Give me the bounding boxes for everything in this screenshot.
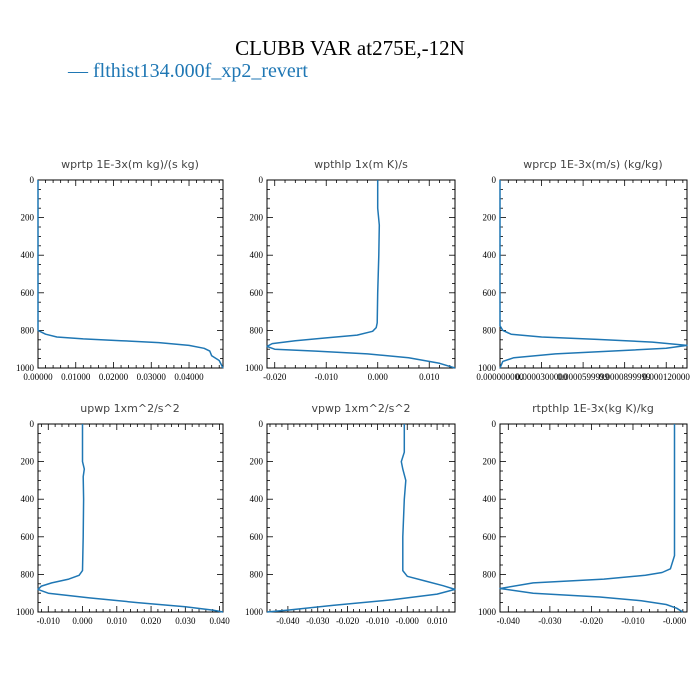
y-tick-label: 200: [250, 457, 264, 467]
panel-title: wprtp 1E-3x(m kg)/(s kg): [61, 158, 199, 171]
y-tick-label: 600: [250, 532, 264, 542]
series-line: [37, 180, 224, 369]
plot-frame: [37, 423, 224, 613]
y-tick-label: 400: [21, 494, 35, 504]
y-tick-label: 0: [259, 419, 264, 429]
x-tick-label: -0.040: [497, 616, 521, 626]
x-tick-label: -0.040: [276, 616, 300, 626]
x-tick-label: 0.000: [368, 372, 389, 382]
y-tick-label: 800: [21, 569, 35, 579]
x-tick-label: 0.00000: [23, 372, 53, 382]
y-tick-label: 1000: [245, 363, 264, 373]
plot-frame: [266, 423, 456, 613]
legend-entry: — flthist134.000f_xp2_revert: [68, 60, 308, 83]
x-tick-label: -0.010: [315, 372, 339, 382]
x-tick-label: -0.030: [538, 616, 562, 626]
series-line: [266, 424, 456, 613]
x-tick-label: 0.0000899999: [599, 372, 651, 382]
y-tick-label: 400: [483, 494, 497, 504]
x-tick-label: -0.020: [263, 372, 287, 382]
y-tick-label: 200: [21, 457, 35, 467]
y-tick-label: 800: [483, 569, 497, 579]
x-tick-label: -0.000: [663, 616, 687, 626]
x-tick-label: 0.020: [141, 616, 162, 626]
y-tick-label: 600: [250, 288, 264, 298]
x-tick-label: 0.0000300000: [516, 372, 568, 382]
y-tick-label: 600: [483, 532, 497, 542]
y-tick-label: 400: [250, 494, 264, 504]
x-tick-label: -0.010: [621, 616, 645, 626]
x-tick-label: 0.01000: [61, 372, 91, 382]
x-tick-label: 0.010: [419, 372, 440, 382]
x-tick-label: 0.030: [175, 616, 196, 626]
x-tick-label: 0.000: [72, 616, 93, 626]
y-tick-label: 800: [483, 325, 497, 335]
x-tick-label: 0.02000: [99, 372, 129, 382]
panel-title: rtpthlp 1E-3x(kg K)/kg: [532, 402, 654, 415]
y-tick-label: 1000: [478, 363, 497, 373]
panel-title: wprcp 1E-3x(m/s) (kg/kg): [523, 158, 662, 171]
y-tick-label: 600: [21, 288, 35, 298]
y-tick-label: 1000: [16, 607, 35, 617]
x-tick-label: -0.020: [580, 616, 604, 626]
panel-3: wprcp 1E-3x(m/s) (kg/kg) 0 200 400 600 800 100…: [476, 158, 690, 382]
series-line: [499, 424, 684, 613]
x-tick-label: 0.04000: [174, 372, 204, 382]
y-tick-label: 1000: [245, 607, 264, 617]
y-tick-label: 800: [250, 569, 264, 579]
x-tick-label: -0.010: [366, 616, 390, 626]
y-tick-label: 800: [21, 325, 35, 335]
x-tick-label: 0.010: [107, 616, 128, 626]
series-line: [37, 424, 224, 613]
y-tick-label: 0: [259, 175, 264, 185]
panel-title: vpwp 1xm^2/s^2: [311, 402, 410, 415]
x-tick-label: -0.030: [306, 616, 330, 626]
y-tick-label: 1000: [16, 363, 35, 373]
y-tick-label: 200: [250, 213, 264, 223]
y-tick-label: 0: [492, 175, 497, 185]
y-tick-label: 0: [492, 419, 497, 429]
y-tick-label: 0: [30, 419, 35, 429]
series-line: [266, 180, 456, 369]
legend-line-swatch: —: [68, 60, 88, 82]
y-tick-label: 400: [250, 250, 264, 260]
panel-title: wpthlp 1x(m K)/s: [314, 158, 408, 171]
x-tick-label: -0.020: [336, 616, 360, 626]
plot-frame: [37, 179, 224, 369]
panel-1: wprtp 1E-3x(m kg)/(s kg) 0 200 400 600 800 100…: [16, 158, 224, 382]
x-tick-label: 0.000120000: [643, 372, 691, 382]
panel-5: vpwp 1xm^2/s^2 0 200 400 600 800 1000 -0.040 -0.…: [245, 402, 456, 626]
y-tick-label: 600: [483, 288, 497, 298]
panel-4: upwp 1xm^2/s^2 0 200 400 600 800 1000-0.010 0.0…: [16, 402, 230, 626]
y-tick-label: 200: [483, 213, 497, 223]
y-tick-label: 200: [21, 213, 35, 223]
y-tick-label: 1000: [478, 607, 497, 617]
y-tick-label: 200: [483, 457, 497, 467]
plot-frame: [266, 179, 456, 369]
y-tick-label: 400: [21, 250, 35, 260]
y-tick-label: 0: [30, 175, 35, 185]
panel-2: wpthlp 1x(m K)/s 0 200 400 600 800 1000-0.020 -…: [245, 158, 456, 382]
panel-6: rtpthlp 1E-3x(kg K)/kg02004006008001000-…: [478, 402, 688, 626]
y-tick-label: 800: [250, 325, 264, 335]
legend-label: flthist134.000f_xp2_revert: [93, 60, 308, 82]
y-tick-label: 600: [21, 532, 35, 542]
x-tick-label: 0.000000000: [476, 372, 524, 382]
x-tick-label: 0.03000: [137, 372, 167, 382]
x-tick-label: -0.000: [396, 616, 420, 626]
y-tick-label: 400: [483, 250, 497, 260]
series-line: [499, 180, 688, 369]
x-tick-label: 0.010: [427, 616, 448, 626]
panel-title: upwp 1xm^2/s^2: [80, 402, 180, 415]
x-tick-label: 0.0000599999: [557, 372, 609, 382]
x-tick-label: 0.040: [209, 616, 230, 626]
x-tick-label: -0.010: [37, 616, 61, 626]
figure-title: CLUBB VAR at275E,-12N: [235, 36, 465, 60]
